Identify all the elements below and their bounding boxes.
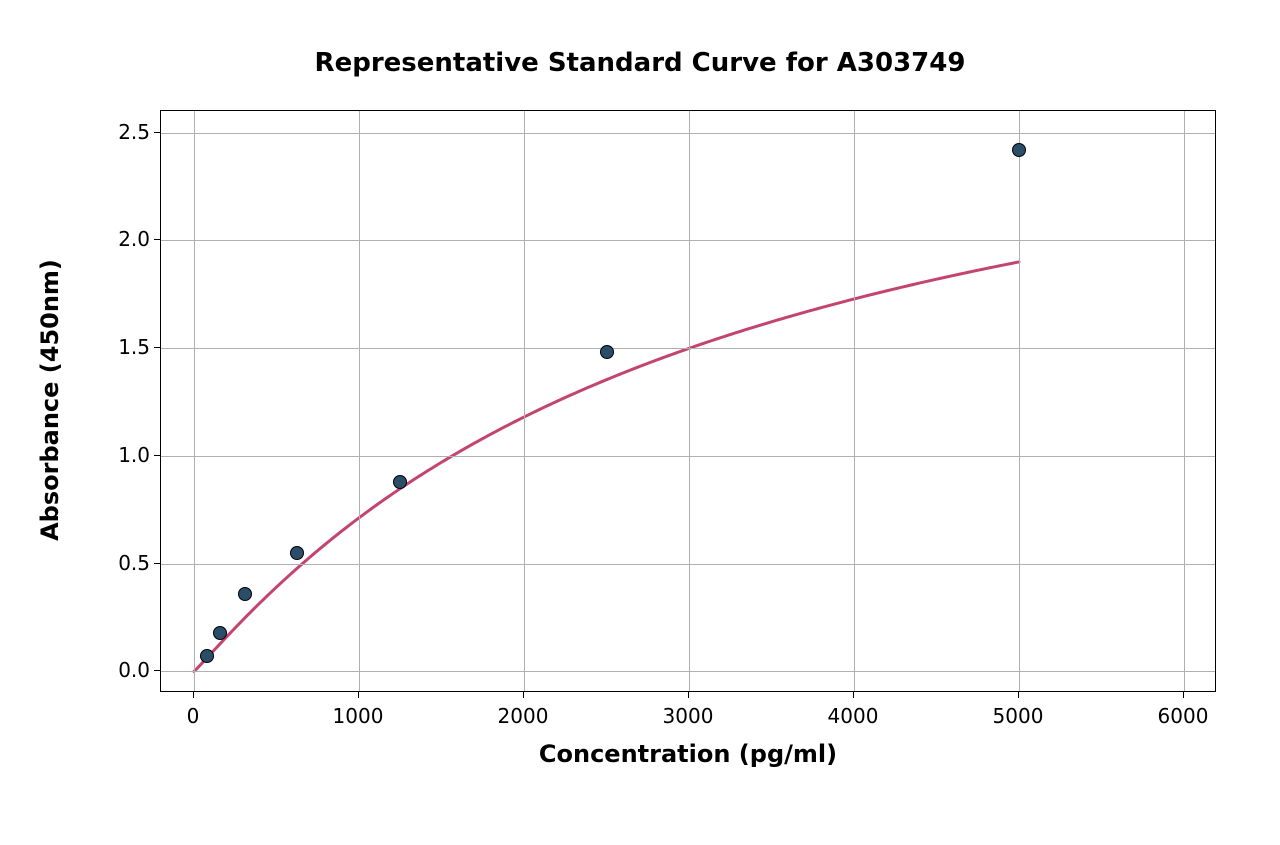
gridline-vertical — [854, 111, 855, 691]
x-axis-label: Concentration (pg/ml) — [160, 740, 1216, 768]
y-tick — [154, 239, 160, 240]
gridline-vertical — [194, 111, 195, 691]
y-tick-label: 0.0 — [112, 658, 150, 682]
x-tick — [193, 692, 194, 698]
gridline-vertical — [1184, 111, 1185, 691]
gridline-horizontal — [161, 564, 1215, 565]
y-tick-label: 0.5 — [112, 551, 150, 575]
x-tick-label: 5000 — [993, 704, 1044, 728]
gridline-horizontal — [161, 671, 1215, 672]
plot-area — [160, 110, 1216, 692]
data-point — [213, 626, 227, 640]
y-tick — [154, 347, 160, 348]
data-point — [290, 546, 304, 560]
y-tick — [154, 670, 160, 671]
gridline-horizontal — [161, 348, 1215, 349]
x-tick-label: 4000 — [828, 704, 879, 728]
x-tick-label: 6000 — [1158, 704, 1209, 728]
y-tick — [154, 563, 160, 564]
x-tick — [1183, 692, 1184, 698]
y-tick-label: 1.5 — [112, 335, 150, 359]
x-tick-label: 3000 — [663, 704, 714, 728]
x-tick — [1018, 692, 1019, 698]
data-point — [600, 345, 614, 359]
x-tick — [853, 692, 854, 698]
gridline-vertical — [524, 111, 525, 691]
x-tick-label: 2000 — [498, 704, 549, 728]
gridline-vertical — [359, 111, 360, 691]
gridline-vertical — [689, 111, 690, 691]
data-point — [238, 587, 252, 601]
x-tick — [688, 692, 689, 698]
y-tick-label: 2.5 — [112, 120, 150, 144]
y-axis-label: Absorbance (450nm) — [36, 250, 64, 550]
gridline-horizontal — [161, 133, 1215, 134]
y-tick — [154, 455, 160, 456]
x-tick-label: 1000 — [333, 704, 384, 728]
y-tick — [154, 132, 160, 133]
x-tick-label: 0 — [187, 704, 200, 728]
data-point — [1012, 143, 1026, 157]
x-tick — [358, 692, 359, 698]
y-tick-label: 1.0 — [112, 443, 150, 467]
x-tick — [523, 692, 524, 698]
gridline-horizontal — [161, 240, 1215, 241]
gridline-horizontal — [161, 456, 1215, 457]
chart-title: Representative Standard Curve for A30374… — [0, 48, 1280, 78]
data-point — [393, 475, 407, 489]
gridline-vertical — [1019, 111, 1020, 691]
y-tick-label: 2.0 — [112, 227, 150, 251]
data-point — [200, 649, 214, 663]
